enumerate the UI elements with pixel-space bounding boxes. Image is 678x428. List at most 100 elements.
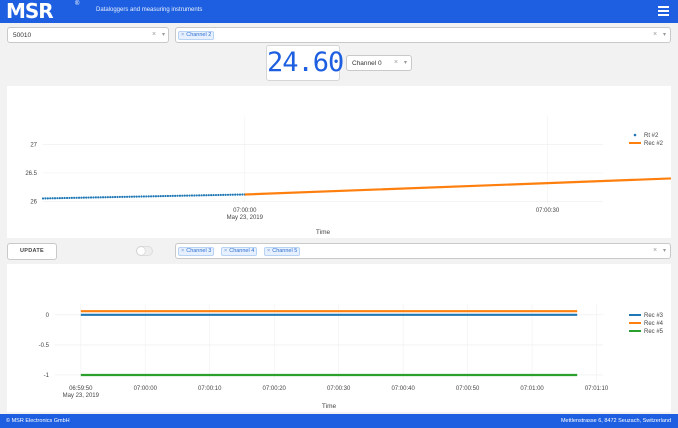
- footer-copyright: © MSR Electronics GmbH: [6, 418, 70, 424]
- data-point: [193, 194, 196, 197]
- data-point: [121, 195, 124, 198]
- x-tick-label: 07:00:00: [134, 386, 158, 392]
- data-point: [174, 194, 177, 197]
- remove-chip-icon[interactable]: ×: [267, 248, 271, 254]
- app-header: MSR ® Dataloggers and measuring instrume…: [0, 0, 678, 23]
- channel-multiselect-top[interactable]: × Channel 2 × ▾: [175, 27, 671, 43]
- channel-chip[interactable]: × Channel 4: [221, 247, 258, 256]
- hamburger-menu-icon[interactable]: [658, 6, 669, 16]
- clear-icon[interactable]: ×: [394, 59, 399, 66]
- data-point: [188, 194, 191, 197]
- data-point: [200, 194, 203, 197]
- data-point: [77, 196, 81, 199]
- data-point: [51, 197, 54, 200]
- channel-multiselect-bottom[interactable]: × Channel 3 × Channel 4 × Channel 5 × ▾: [175, 243, 671, 259]
- clear-icon[interactable]: ×: [653, 31, 658, 38]
- data-point: [44, 197, 47, 200]
- y-tick-label: 0: [46, 313, 50, 319]
- data-point: [70, 196, 73, 199]
- legend-label: Rt #2: [644, 133, 659, 139]
- y-tick-label: 26: [30, 199, 37, 205]
- chevron-down-icon[interactable]: ▾: [663, 248, 667, 254]
- channel-chip[interactable]: × Channel 2: [178, 31, 215, 40]
- data-point: [157, 195, 160, 198]
- remove-chip-icon[interactable]: ×: [181, 248, 185, 254]
- y-tick-label: 26.5: [25, 171, 37, 177]
- live-value: 24.60: [267, 47, 344, 78]
- data-point: [145, 195, 148, 198]
- remove-chip-icon[interactable]: ×: [181, 32, 185, 38]
- data-point: [63, 196, 66, 200]
- x-tick-label: 07:00:30: [536, 208, 560, 214]
- series-line: [244, 177, 678, 196]
- data-point: [217, 193, 220, 197]
- data-point: [75, 196, 78, 199]
- data-point: [113, 195, 117, 199]
- data-point: [73, 196, 76, 199]
- data-point: [198, 194, 201, 197]
- x-tick-label: 07:00:20: [263, 386, 287, 392]
- data-point: [222, 193, 225, 196]
- device-select-value: 50010: [13, 32, 32, 39]
- clear-icon[interactable]: ×: [152, 31, 157, 38]
- clear-icon[interactable]: ×: [653, 247, 658, 254]
- data-point: [106, 196, 109, 199]
- data-point: [212, 193, 215, 197]
- legend-marker: [633, 133, 637, 137]
- registered-mark: ®: [75, 1, 80, 7]
- display-channel-select[interactable]: Channel 0 × ▾: [346, 55, 412, 71]
- x-tick-label: 07:01:00: [520, 386, 544, 392]
- data-point: [159, 195, 162, 198]
- chevron-down-icon[interactable]: ▾: [162, 32, 166, 38]
- legend-label: Rec #5: [644, 329, 664, 335]
- data-point: [178, 194, 182, 197]
- y-tick-label: 27: [30, 142, 37, 148]
- data-point: [137, 195, 141, 198]
- channel-chip[interactable]: × Channel 3: [178, 247, 215, 256]
- y-tick-label: -0.5: [39, 343, 50, 349]
- data-point: [205, 194, 208, 197]
- data-point: [53, 197, 57, 200]
- data-point: [89, 196, 93, 199]
- data-point: [118, 195, 121, 199]
- data-point: [226, 193, 230, 196]
- remove-chip-icon[interactable]: ×: [224, 248, 228, 254]
- data-point: [150, 195, 153, 198]
- data-point: [166, 194, 170, 198]
- chevron-down-icon[interactable]: ▾: [663, 32, 667, 38]
- x-tick-date: May 23, 2019: [227, 215, 264, 221]
- data-point: [202, 194, 206, 197]
- data-point: [123, 195, 126, 198]
- data-point: [181, 194, 184, 197]
- data-point: [80, 196, 83, 199]
- data-point: [41, 197, 45, 200]
- data-point: [111, 195, 114, 199]
- legend-label: Rec #4: [644, 321, 664, 327]
- x-tick-label: 06:59:50: [69, 386, 93, 392]
- data-point: [152, 195, 155, 198]
- data-point: [109, 196, 112, 199]
- data-point: [61, 196, 64, 200]
- data-point: [183, 194, 186, 197]
- update-button[interactable]: UPDATE: [7, 243, 57, 260]
- data-point: [49, 197, 52, 200]
- display-channel-value: Channel 0: [352, 60, 382, 67]
- x-tick-label: 07:00:30: [327, 386, 351, 392]
- data-point: [147, 195, 150, 198]
- data-point: [236, 193, 239, 196]
- live-toggle[interactable]: [136, 246, 153, 256]
- data-point: [82, 196, 85, 199]
- data-point: [125, 195, 129, 198]
- channel-chip[interactable]: × Channel 5: [264, 247, 301, 256]
- device-select[interactable]: 50010 × ▾: [7, 27, 169, 43]
- chevron-down-icon[interactable]: ▾: [404, 60, 408, 66]
- footer-address: Mettlenstrasse 6, 8472 Seuzach, Switzerl…: [560, 418, 671, 424]
- data-point: [210, 194, 213, 197]
- data-point: [238, 193, 242, 196]
- data-point: [68, 196, 71, 200]
- data-point: [214, 193, 218, 197]
- x-axis-title: Time: [316, 229, 331, 236]
- chart-panel-bottom: 06:59:50 May 23, 2019 07:00:00 07:00:10 07:0…: [7, 264, 671, 412]
